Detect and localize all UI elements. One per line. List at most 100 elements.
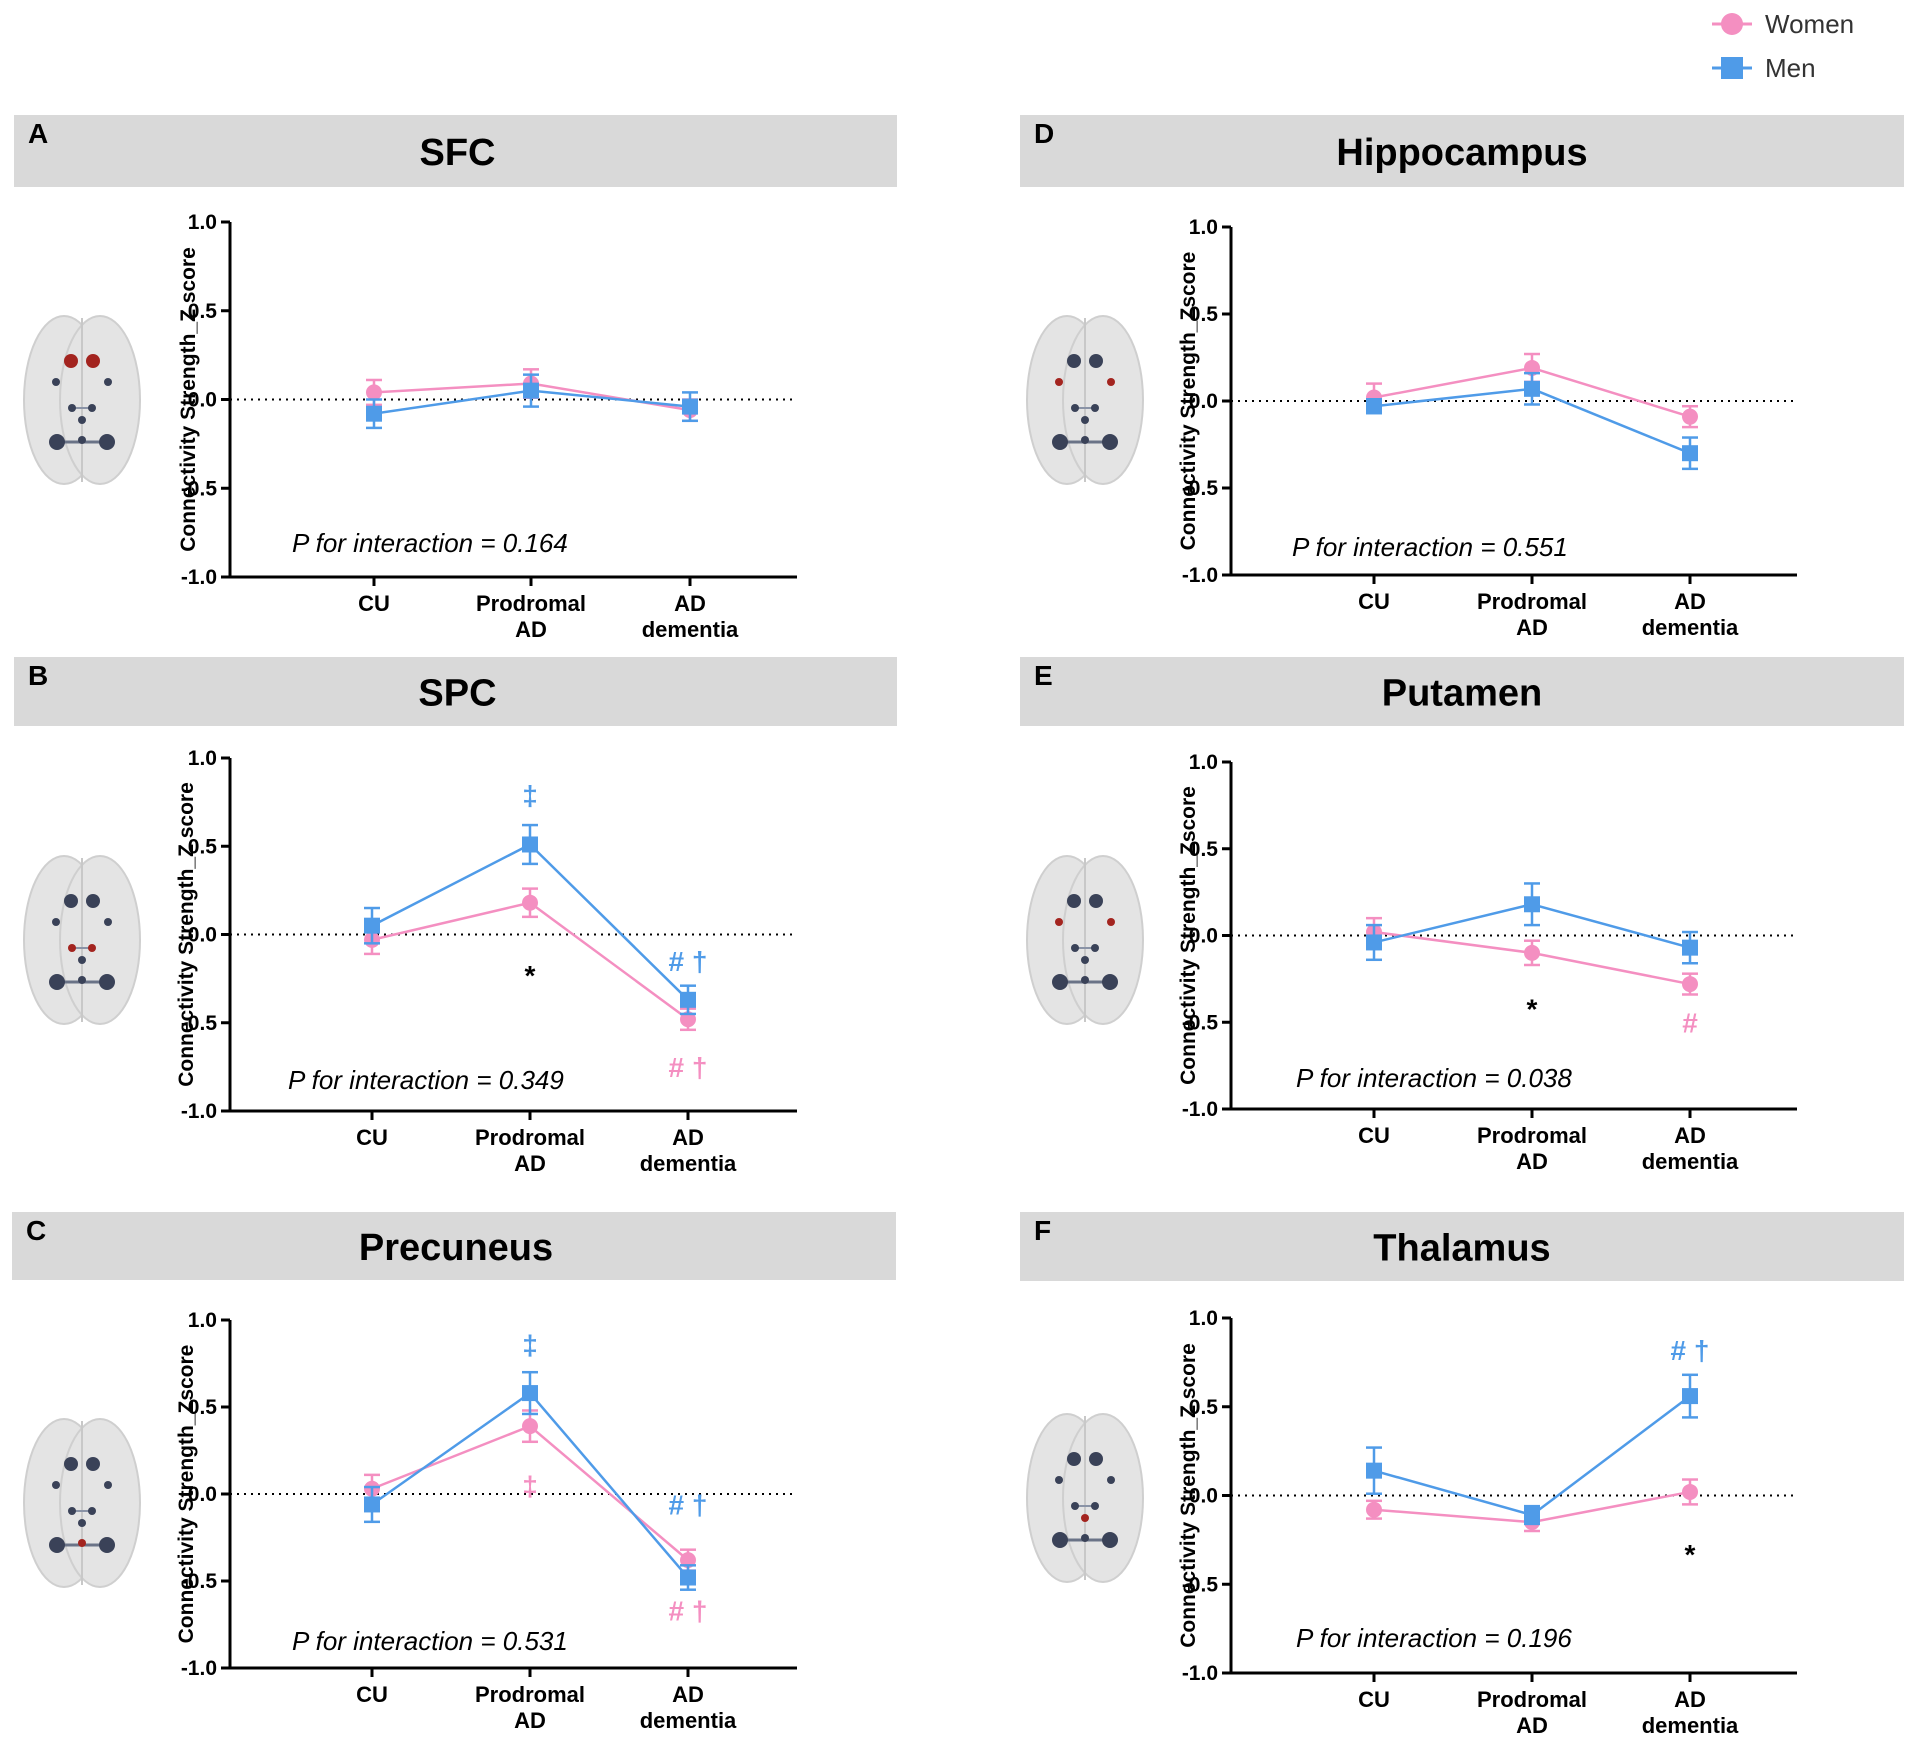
y-axis-label: Connectivity Strength_Zscore (175, 1345, 198, 1644)
series-line-men (1373, 1395, 1691, 1517)
brain-node (68, 1507, 76, 1515)
brain-node (104, 918, 112, 926)
y-tick-label: -1.0 (1182, 564, 1218, 587)
x-tick-label: Prodromal AD (475, 1682, 585, 1733)
data-point-men (680, 1569, 696, 1586)
brain-node (1081, 1534, 1089, 1542)
p-interaction-label: P for interaction = 0.164 (292, 528, 568, 558)
brain-right-hemisphere (1062, 315, 1144, 485)
brain-node (52, 1481, 60, 1489)
y-tick-label: 0.5 (1189, 303, 1219, 326)
brain-node (52, 918, 60, 926)
brain-node (1081, 976, 1089, 984)
brain-node (78, 956, 86, 964)
y-tick-label: 1.0 (188, 1309, 217, 1332)
significance-marker: * (525, 960, 536, 991)
data-point-women (522, 894, 538, 911)
y-tick-label: 0.5 (1189, 1396, 1219, 1419)
brain-node (1102, 434, 1118, 450)
y-tick-label: -0.5 (181, 1570, 218, 1593)
brain-node (1107, 1476, 1115, 1484)
brain-node (1081, 956, 1089, 964)
brain-seed-node (1107, 918, 1115, 926)
brain-node (78, 436, 86, 444)
legend-women-label: Women (1765, 9, 1854, 39)
series-men (1366, 882, 1698, 965)
brain-node (52, 378, 60, 386)
brain-node (1071, 1502, 1079, 1510)
brain-node (1102, 974, 1118, 990)
panel-title: Precuneus (359, 1227, 553, 1269)
data-point-women (1682, 976, 1698, 993)
series-men (1366, 371, 1698, 471)
brain-node (86, 1457, 100, 1471)
brain-seed-node (1055, 378, 1063, 386)
brain-node (78, 416, 86, 424)
legend-men-marker (1721, 57, 1743, 79)
x-tick-label: Prodromal AD (1477, 589, 1587, 640)
brain-node (1052, 974, 1068, 990)
y-tick-label: 1.0 (1189, 216, 1218, 239)
y-tick-label: 1.0 (188, 211, 217, 234)
panel-f: F Thalamus 1.0 0.5 0.0 -0.5 -1.0 CU Prodromal AD A… (1020, 1212, 1904, 1738)
series-women (1366, 916, 1698, 996)
y-tick-label: -0.5 (1182, 1011, 1219, 1034)
significance-marker: ‡ (522, 780, 538, 811)
data-point-men (1366, 934, 1382, 951)
brain-node (49, 974, 65, 990)
significance-marker: ‡ (522, 1470, 538, 1501)
brain-node (104, 378, 112, 386)
panel-d: D Hippocampus 1.0 0.5 0.0 -0.5 -1.0 CU Prodromal… (1020, 115, 1904, 640)
data-point-men (680, 991, 696, 1008)
brain-node (78, 976, 86, 984)
significance-marker: # (1682, 1007, 1698, 1038)
y-tick-label: 0.5 (1189, 838, 1219, 861)
data-point-men (366, 405, 382, 422)
x-tick-label: AD dementia (1642, 1123, 1739, 1174)
x-tick-label: Prodromal AD (476, 591, 586, 642)
data-point-men (1366, 1462, 1382, 1479)
brain-node (1091, 1502, 1099, 1510)
y-tick-label: 0.5 (188, 300, 218, 323)
data-point-women (366, 384, 382, 401)
data-point-men (1524, 380, 1540, 397)
x-tick-label: Prodromal AD (1477, 1123, 1587, 1174)
panel-title-bar (14, 657, 897, 726)
brain-right-hemisphere (1062, 855, 1144, 1025)
p-interaction-label: P for interaction = 0.196 (1296, 1623, 1572, 1653)
brain-node (1089, 1452, 1103, 1466)
x-tick-label: CU (1358, 589, 1390, 614)
brain-seed-node (1107, 378, 1115, 386)
brain-node (68, 404, 76, 412)
significance-marker: # † (1671, 1335, 1710, 1366)
y-tick-label: 1.0 (188, 747, 217, 770)
panel-letter: D (1034, 118, 1054, 149)
y-tick-label: 0.0 (188, 924, 217, 947)
significance-marker: # † (669, 1052, 708, 1083)
brain-node (88, 1507, 96, 1515)
panel-letter: B (28, 660, 48, 691)
y-tick-label: -1.0 (181, 1100, 217, 1123)
brain-node (49, 434, 65, 450)
y-tick-label: 1.0 (1189, 751, 1218, 774)
x-tick-label: CU (358, 591, 390, 616)
panel-letter: C (26, 1215, 46, 1246)
panel-letter: A (28, 118, 48, 149)
significance-marker: # † (669, 946, 708, 977)
brain-node (1089, 894, 1103, 908)
y-tick-label: 0.0 (188, 1483, 217, 1506)
legend-men-label: Men (1765, 53, 1816, 83)
x-tick-label: Prodromal AD (1477, 1687, 1587, 1738)
panel-title-bar (1020, 1212, 1904, 1281)
significance-marker: # † (669, 1596, 708, 1627)
panels: A SFC 1.0 0.5 0.0 -0.5 -1.0 CU Prodromal AD AD deme… (12, 115, 1904, 1738)
y-tick-label: -0.5 (181, 477, 218, 500)
x-tick-label: AD dementia (1642, 1687, 1739, 1738)
brain-right-hemisphere (59, 855, 141, 1025)
x-tick-label: CU (356, 1125, 388, 1150)
y-tick-label: -1.0 (181, 1657, 217, 1680)
data-point-men (1366, 398, 1382, 415)
brain-node (1055, 1476, 1063, 1484)
panel-title-bar (14, 115, 897, 187)
